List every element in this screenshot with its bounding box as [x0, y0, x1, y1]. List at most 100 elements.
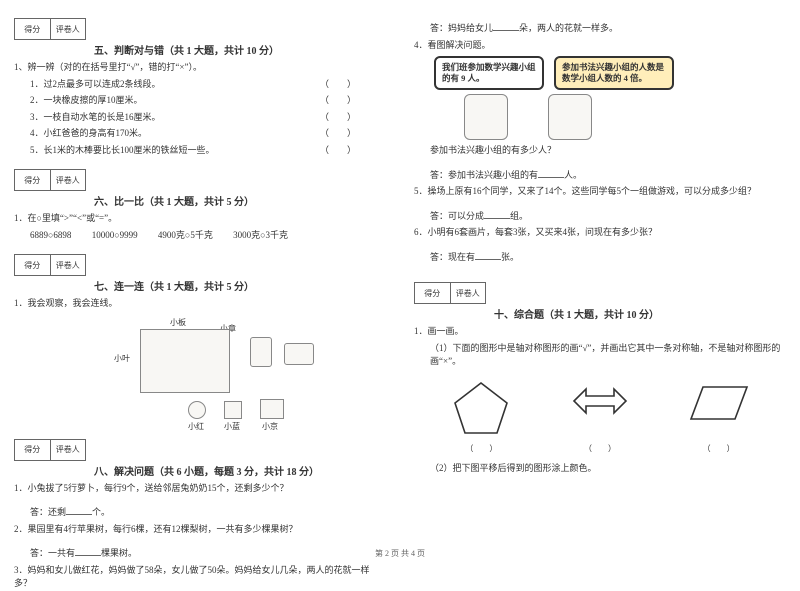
sec7-bottom-1: [188, 401, 206, 419]
sec8-q3: 3．妈妈和女儿做红花，妈妈做了58朵，女儿做了50朵。妈妈给女儿几朵，两人的花就…: [14, 564, 386, 591]
score-cell-grader: 评卷人: [451, 283, 486, 303]
score-box: 得分 评卷人: [14, 254, 86, 276]
sec7-illustration: 小板 小章 小叶 小红 小蓝 小京: [70, 317, 330, 427]
sec8-q1: 1．小兔拔了5行萝卜，每行9个，送给邻居兔奶奶15个，还剩多少个？: [14, 482, 386, 496]
score-box: 得分 评卷人: [14, 169, 86, 191]
shape-row: [422, 379, 778, 437]
sec7-obj-2: [284, 343, 314, 365]
paren: （ ）: [320, 127, 356, 141]
sec8-a4-suf: 人。: [564, 170, 582, 180]
sec8-a4: 答：参加书法兴趣小组的有 人。: [430, 168, 786, 183]
sec8-q4-bubbles: 我们班参加数学兴趣小组的有 9 人。 参加书法兴趣小组的人数是数学小组人数的 4…: [434, 56, 786, 90]
section-5: 得分 评卷人 五、判断对与错（共 1 大题，共计 10 分） 1、辨一辨（对的在…: [14, 18, 386, 157]
sec6-expr-4: 3000克○3千克: [233, 230, 288, 240]
sec8-a6: 答：现在有 张。: [430, 250, 786, 265]
sec8-a6-suf: 张。: [501, 252, 519, 262]
sec8-a3-suf: 朵，两人的花就一样多。: [519, 23, 618, 33]
score-cell-grader: 评卷人: [51, 440, 86, 460]
sec5-item-4-text: 4．小红爸爸的身高有170米。: [30, 128, 147, 138]
sec5-item-2: 2．一块橡皮擦的厚10厘米。 （ ）: [30, 94, 386, 108]
sec6-expr-2: 10000○9999: [92, 230, 138, 240]
sec8-a3: 答：妈妈给女儿 朵，两人的花就一样多。: [430, 21, 786, 36]
sec8-a1-pre: 答：还剩: [30, 507, 66, 517]
sec6-expr-1: 6889○6898: [30, 230, 71, 240]
sec8-a4-pre: 答：参加书法兴趣小组的有: [430, 170, 538, 180]
left-column: 得分 评卷人 五、判断对与错（共 1 大题，共计 10 分） 1、辨一辨（对的在…: [0, 0, 400, 565]
sec5-item-1-text: 1．过2点最多可以连成2条线段。: [30, 79, 161, 89]
paren: （ ）: [320, 111, 356, 125]
paren: （ ）: [320, 144, 356, 158]
sec5-item-4: 4．小红爸爸的身高有170米。 （ ）: [30, 127, 386, 141]
sec7-bottom-3: [260, 399, 284, 419]
blank: [538, 168, 564, 178]
parallelogram-shape: [689, 379, 749, 427]
score-cell-grader: 评卷人: [51, 255, 86, 275]
blank: [493, 21, 519, 31]
sec6-expr-3: 4900克○5千克: [158, 230, 213, 240]
paren: （ ）: [320, 94, 356, 108]
sec5-item-5: 5．长1米的木棒要比长100厘米的铁丝短一些。 （ ）: [30, 144, 386, 158]
section-6-title: 六、比一比（共 1 大题，共计 5 分）: [94, 193, 386, 208]
shape-paren-1: （ ）: [465, 443, 497, 454]
pentagon-shape: [451, 379, 511, 437]
sec5-item-3-text: 3．一枝自动水笔的长是16厘米。: [30, 112, 161, 122]
sec8-a5-suf: 组。: [510, 211, 528, 221]
score-cell-score: 得分: [415, 283, 451, 303]
sec8-q4-children: [464, 94, 786, 140]
page-footer: 第 2 页 共 4 页: [0, 548, 800, 559]
shape-paren-2: （ ）: [584, 443, 616, 454]
section-6: 得分 评卷人 六、比一比（共 1 大题，共计 5 分） 1．在○里填“>”“<”…: [14, 169, 386, 242]
score-box: 得分 评卷人: [414, 282, 486, 304]
sec7-label-top-1: 小板: [170, 317, 186, 328]
score-box: 得分 评卷人: [14, 18, 86, 40]
sec5-item-3: 3．一枝自动水笔的长是16厘米。 （ ）: [30, 111, 386, 125]
score-box: 得分 评卷人: [14, 439, 86, 461]
blank: [475, 250, 501, 260]
speech-left: 我们班参加数学兴趣小组的有 9 人。: [434, 56, 544, 90]
sec8-q2: 2．果园里有4行苹果树，每行6棵，还有12棵梨树，一共有多少棵果树？: [14, 523, 386, 537]
blank: [66, 505, 92, 515]
section-5-stem: 1、辨一辨（对的在括号里打“√”，错的打“×”）。: [14, 61, 386, 75]
section-8: 得分 评卷人 八、解决问题（共 6 小题，每题 3 分，共计 18 分） 1．小…: [14, 439, 386, 591]
sec7-label-left: 小叶: [114, 353, 130, 364]
section-10-stem: 1．画一画。: [414, 325, 786, 339]
right-column: 答：妈妈给女儿 朵，两人的花就一样多。 4．看图解决问题。 我们班参加数学兴趣小组…: [400, 0, 800, 565]
sec6-exprs: 6889○6898 10000○9999 4900克○5千克 3000克○3千克: [30, 229, 386, 243]
section-6-stem: 1．在○里填“>”“<”或“=”。: [14, 212, 386, 226]
sec7-bottom-2: [224, 401, 242, 419]
section-7-stem: 1．我会观察，我会连线。: [14, 297, 386, 311]
sec8-a1: 答：还剩 个。: [30, 505, 386, 520]
sec5-item-1: 1．过2点最多可以连成2条线段。 （ ）: [30, 78, 386, 92]
sec7-label-b3: 小京: [262, 421, 278, 432]
score-cell-grader: 评卷人: [51, 19, 86, 39]
shape-paren-row: （ ） （ ） （ ）: [422, 443, 778, 454]
sec8-a5-pre: 答：可以分成: [430, 211, 484, 221]
sec8-a5: 答：可以分成 组。: [430, 209, 786, 224]
section-5-title: 五、判断对与错（共 1 大题，共计 10 分）: [94, 42, 386, 57]
sec8-a1-suf: 个。: [92, 507, 110, 517]
section-8-title: 八、解决问题（共 6 小题，每题 3 分，共计 18 分）: [94, 463, 386, 478]
child-right-icon: [548, 94, 592, 140]
blank: [484, 209, 510, 219]
sec8-q6: 6．小明有6套画片，每套3张，又买来4张，问现在有多少张？: [414, 226, 786, 240]
section-7-title: 七、连一连（共 1 大题，共计 5 分）: [94, 278, 386, 293]
shape-paren-3: （ ）: [703, 443, 735, 454]
child-left-icon: [464, 94, 508, 140]
sec8-a6-pre: 答：现在有: [430, 252, 475, 262]
sec8-q4: 4．看图解决问题。: [414, 39, 786, 53]
section-10-title: 十、综合题（共 1 大题，共计 10 分）: [494, 306, 786, 321]
score-cell-score: 得分: [15, 19, 51, 39]
speech-right: 参加书法兴趣小组的人数是数学小组人数的 4 倍。: [554, 56, 674, 90]
sec10-sub1: （1）下面的图形中是轴对称图形的画“√”，并画出它其中一条对称轴，不是轴对称图形…: [430, 342, 786, 369]
sec5-item-5-text: 5．长1米的木棒要比长100厘米的铁丝短一些。: [30, 145, 215, 155]
sec8-a3-pre: 答：妈妈给女儿: [430, 23, 493, 33]
sec5-item-2-text: 2．一块橡皮擦的厚10厘米。: [30, 95, 143, 105]
score-cell-grader: 评卷人: [51, 170, 86, 190]
sec7-main-image: [140, 329, 230, 393]
paren: （ ）: [320, 78, 356, 92]
section-10: 得分 评卷人 十、综合题（共 1 大题，共计 10 分） 1．画一画。 （1）下…: [414, 282, 786, 475]
sec7-label-b2: 小蓝: [224, 421, 240, 432]
score-cell-score: 得分: [15, 170, 51, 190]
score-cell-score: 得分: [15, 255, 51, 275]
sec10-sub2: （2）把下图平移后得到的图形涂上颜色。: [430, 462, 786, 476]
